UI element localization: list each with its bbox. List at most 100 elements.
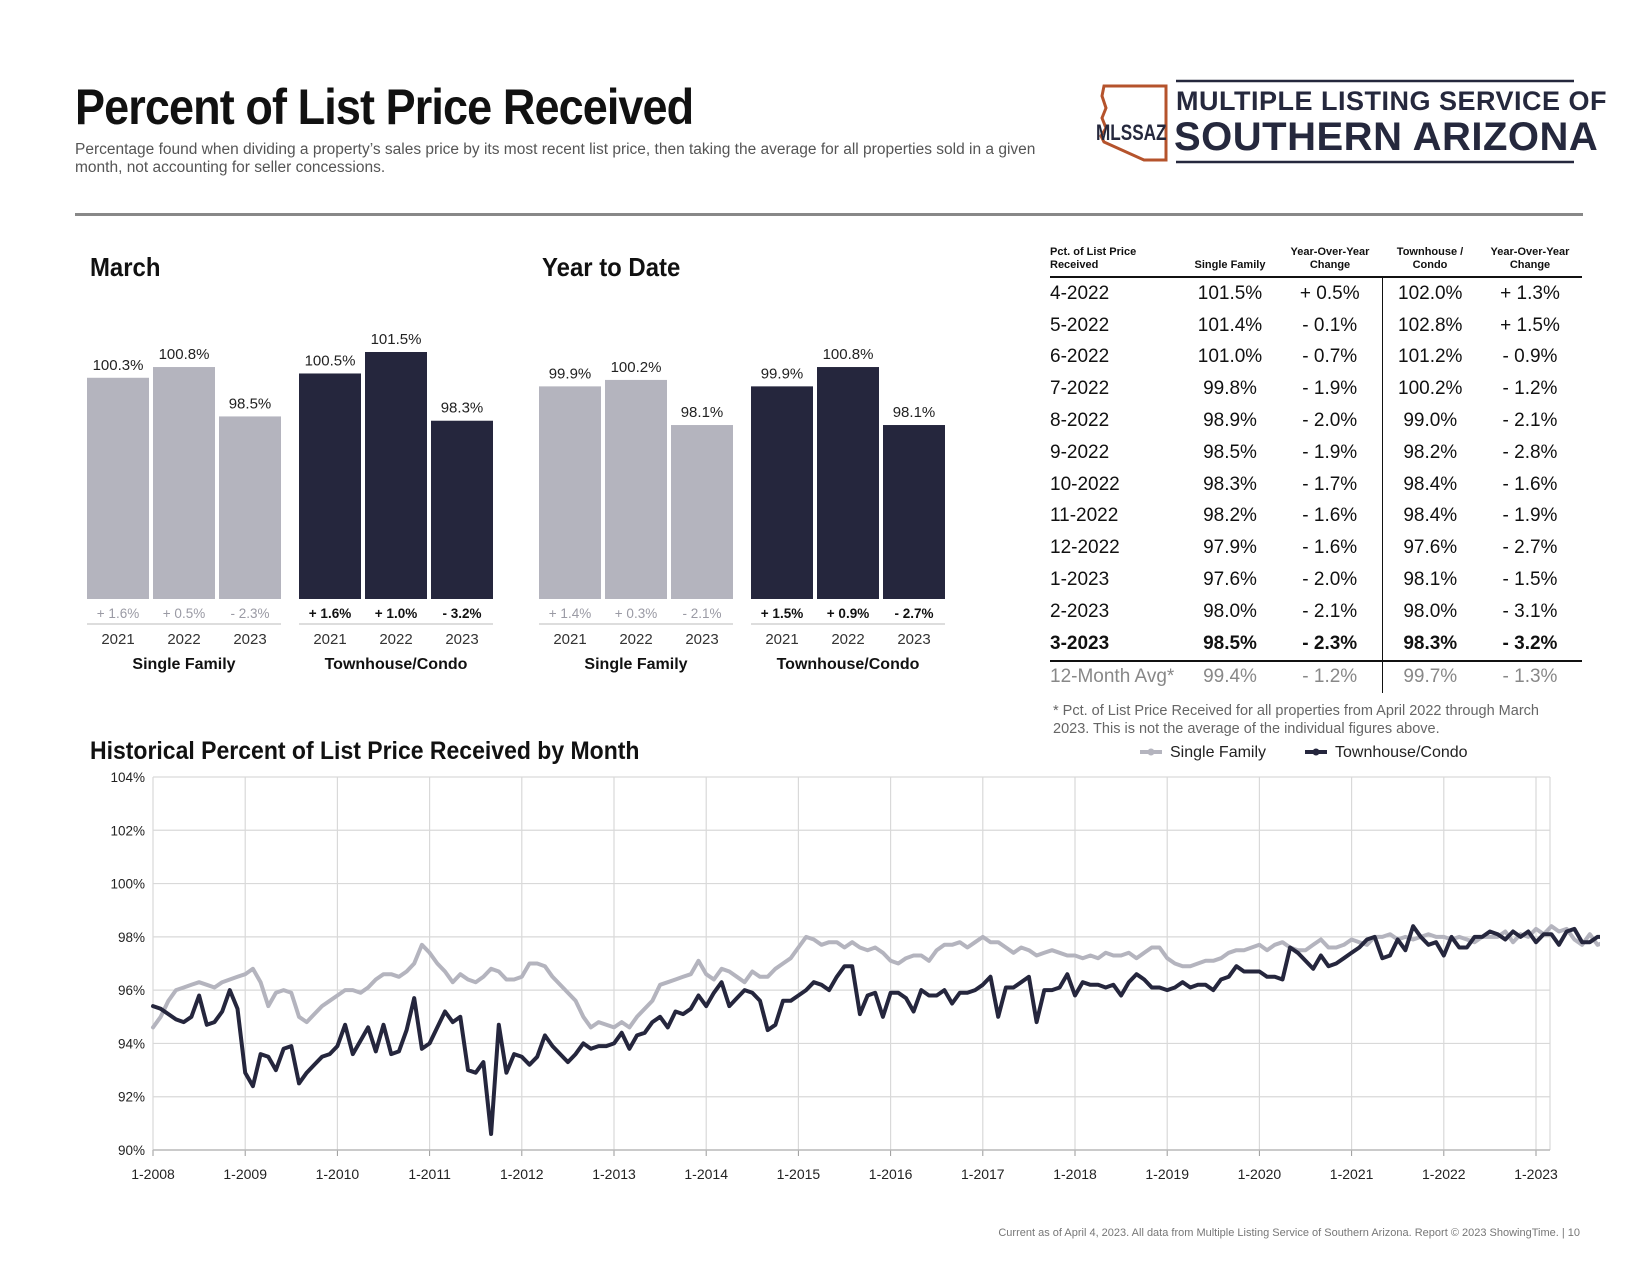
table-row: 1-2023 97.6% - 2.0% 98.1% - 1.5% — [1050, 564, 1582, 596]
table-cell: - 1.9% — [1278, 373, 1383, 406]
arizona-outline-icon — [1099, 84, 1168, 162]
table-cell: 98.4% — [1403, 505, 1458, 527]
x-tick-label: 1-2022 — [1422, 1166, 1466, 1182]
bar-change-label: - 2.7% — [894, 606, 933, 621]
bar-value-label: 98.5% — [229, 395, 272, 412]
table-cell: - 2.1% — [1278, 595, 1383, 628]
page-footer: Current as of April 4, 2023. All data fr… — [998, 1227, 1580, 1239]
table-cell: 11-2022 — [1050, 505, 1119, 527]
table-cell: 10-2022 — [1050, 473, 1120, 495]
col-header-th-change: Year-Over-Year Change — [1478, 244, 1582, 278]
bar-value-label: 100.2% — [611, 359, 662, 376]
x-tick-label: 1-2014 — [684, 1166, 728, 1182]
table-cell: 99.7% — [1403, 666, 1458, 688]
bar-year-label: 2022 — [379, 631, 412, 648]
table-row: 12-2022 97.9% - 1.6% 97.6% - 2.7% — [1050, 532, 1582, 565]
table-cell: 98.3% — [1382, 627, 1478, 662]
bar-change-label: - 2.3% — [230, 606, 269, 621]
table-cell: - 3.2% — [1478, 627, 1582, 662]
table-cell: - 1.2% — [1278, 660, 1383, 694]
col-header-townhouse: Townhouse / Condo — [1382, 244, 1478, 278]
bar-year-label: 2021 — [553, 631, 586, 648]
y-tick-label: 96% — [118, 983, 145, 998]
table-row: 9-2022 98.5% - 1.9% 98.2% - 2.8% — [1050, 436, 1582, 469]
ytd-bar-chart: 99.9% + 1.4% 2021 100.2% + 0.3% 2022 98.1% - 2.… — [539, 346, 945, 673]
townhouse-condo-line — [151, 924, 1600, 1136]
page-subtitle: Percentage found when dividing a propert… — [75, 141, 1036, 176]
monthly-table: Pct. of List Price Received Single Famil… — [1050, 244, 1582, 694]
x-tick-label: 1-2015 — [777, 1166, 821, 1182]
bar — [153, 367, 215, 599]
x-tick-label: 1-2023 — [1514, 1166, 1558, 1182]
ytd-title: Year to Date — [542, 252, 681, 282]
legend-marker — [1312, 748, 1320, 756]
bar-value-label: 99.9% — [761, 365, 804, 382]
bar-value-label: 98.3% — [441, 400, 484, 417]
table-header-row: Pct. of List Price Received Single Famil… — [1050, 244, 1582, 278]
single-family-line — [151, 924, 1600, 1030]
table-cell: 101.0% — [1197, 346, 1263, 368]
bar-value-label: 100.8% — [823, 346, 874, 363]
x-tick-label: 1-2013 — [592, 1166, 636, 1182]
table-cell: 6-2022 — [1050, 346, 1110, 368]
bar-value-label: 100.5% — [305, 352, 356, 369]
table-cell: 98.2% — [1203, 505, 1257, 527]
table-cell: 97.6% — [1203, 569, 1257, 591]
table-cell: 8-2022 — [1050, 410, 1110, 432]
logo-line1: MULTIPLE LISTING SERVICE OF — [1176, 86, 1608, 116]
table-cell: 99.8% — [1203, 378, 1257, 400]
bar-change-label: + 1.4% — [549, 606, 591, 621]
table-cell: - 1.6% — [1278, 532, 1383, 565]
table-cell: 101.4% — [1197, 314, 1263, 336]
y-tick-label: 94% — [118, 1036, 145, 1051]
bar-change-label: + 1.6% — [97, 606, 139, 621]
bar — [605, 379, 667, 599]
bar — [219, 416, 281, 599]
march-bar-chart: 100.3% + 1.6% 2021 100.8% + 0.5% 2022 98.5% - 2… — [87, 331, 493, 673]
table-cell: - 0.7% — [1278, 341, 1383, 374]
table-cell: 4-2022 — [1050, 282, 1110, 304]
bar-value-label: 100.3% — [93, 357, 144, 374]
x-tick-label: 1-2008 — [131, 1166, 175, 1182]
bar-value-label: 98.1% — [681, 404, 724, 421]
bar-year-label: 2022 — [167, 631, 200, 648]
table-cell: - 1.9% — [1278, 436, 1383, 469]
bar-change-label: + 0.9% — [827, 606, 869, 621]
table-avg-row: 12-Month Avg* 99.4% - 1.2% 99.7% - 1.3% — [1050, 660, 1582, 694]
bar-change-label: + 1.5% — [761, 606, 803, 621]
table-cell: - 1.6% — [1278, 500, 1383, 533]
table-cell: 97.9% — [1203, 537, 1257, 559]
table-cell: 2-2023 — [1050, 600, 1110, 622]
table-cell: - 2.8% — [1502, 441, 1558, 463]
x-tick-label: 1-2018 — [1053, 1166, 1097, 1182]
x-tick-label: 1-2012 — [500, 1166, 544, 1182]
y-tick-label: 102% — [110, 823, 145, 838]
header-divider — [75, 213, 1583, 216]
x-tick-label: 1-2019 — [1145, 1166, 1189, 1182]
logo-abbr: MLSSAZ — [1096, 120, 1167, 145]
y-tick-label: 90% — [118, 1143, 145, 1158]
x-tick-label: 1-2009 — [223, 1166, 267, 1182]
table-cell: 7-2022 — [1050, 378, 1110, 400]
bar-change-label: + 0.3% — [615, 606, 657, 621]
march-title: March — [90, 252, 161, 282]
table-cell: 98.4% — [1403, 473, 1458, 495]
col-header-month: Pct. of List Price Received — [1050, 244, 1182, 278]
bar-change-label: - 2.1% — [682, 606, 721, 621]
group-label: Single Family — [584, 656, 687, 673]
table-row: 4-2022 101.5% + 0.5% 102.0% + 1.3% — [1050, 277, 1582, 310]
bar — [87, 377, 149, 599]
bar-change-label: + 0.5% — [163, 606, 205, 621]
table-cell: 98.5% — [1203, 441, 1257, 463]
table-row: 2-2023 98.0% - 2.1% 98.0% - 3.1% — [1050, 595, 1582, 628]
table-cell: 3-2023 — [1050, 627, 1182, 662]
table-cell: 100.2% — [1398, 378, 1463, 400]
group-label: Townhouse/Condo — [777, 656, 920, 673]
bar — [671, 425, 733, 599]
table-cell: - 1.9% — [1502, 505, 1558, 527]
table-row: 10-2022 98.3% - 1.7% 98.4% - 1.6% — [1050, 468, 1582, 501]
table-cell: 98.3% — [1203, 473, 1257, 495]
table-cell: - 0.1% — [1278, 309, 1383, 342]
line-chart-title: Historical Percent of List Price Receive… — [90, 737, 639, 765]
table-cell: 97.6% — [1403, 537, 1458, 559]
